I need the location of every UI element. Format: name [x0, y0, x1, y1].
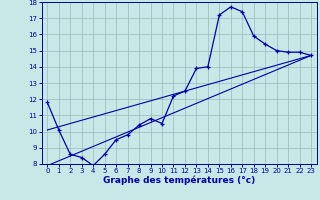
X-axis label: Graphe des températures (°c): Graphe des températures (°c): [103, 176, 255, 185]
